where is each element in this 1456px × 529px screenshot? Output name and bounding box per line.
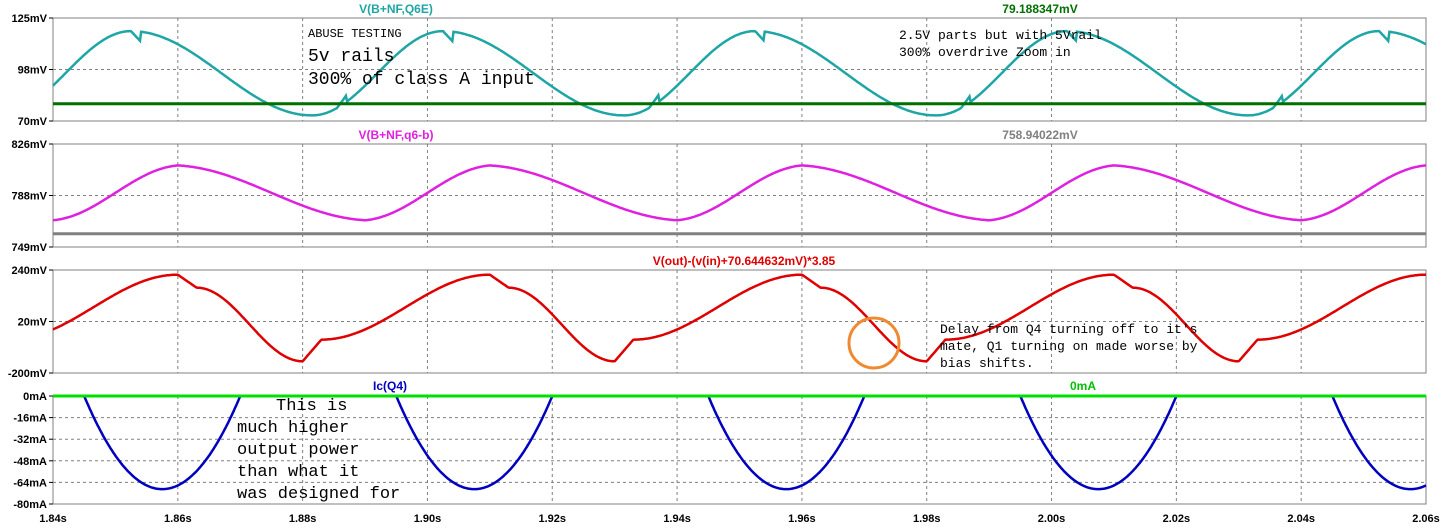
y-tick-label: -64mA [13,477,47,489]
annotation-delay-line1: Delay from Q4 turning off to it's [940,322,1197,337]
y-tick-label: 70mV [18,116,48,128]
trace-label-const-758mv[interactable]: 758.94022mV [1002,128,1077,142]
y-tick-label: 98mV [18,65,48,77]
trace-label-ic-q4[interactable]: Ic(Q4) [373,379,407,393]
y-tick-label: 749mV [12,242,48,254]
trace-label-vb-nf-q6e[interactable]: V(B+NF,Q6E) [359,2,433,16]
trace-1-0[interactable] [52,164,1427,222]
annotation-power-line5: was designed for [237,485,400,504]
x-tick-label: 1.84s [39,513,67,525]
x-tick-label: 2.00s [1038,513,1066,525]
trace-0-0[interactable] [52,29,1427,117]
x-tick-labels: 1.84s 1.86s 1.88s 1.90s 1.92s 1.94s 1.96s 1.98s… [39,513,1440,525]
x-tick-label: 1.92s [539,513,567,525]
annotation-delay-line3: bias shifts. [940,356,1034,371]
annotation-abuse-title: ABUSE TESTING [308,27,402,41]
annotation-power-line2: much higher [237,419,349,438]
y-tick-label: -200mV [8,368,48,380]
annotation-parts-line2: 300% overdrive Zoom in [899,45,1071,60]
y-tick-label: 826mV [12,139,48,151]
trace-label-vb-nf-q6b[interactable]: V(B+NF,q6-b) [359,128,434,142]
y-tick-label: 125mV [12,13,48,25]
x-tick-label: 1.86s [164,513,192,525]
trace-2-0[interactable] [52,273,1426,363]
x-tick-label: 1.96s [788,513,816,525]
trace-label-const-79mv[interactable]: 79.188347mV [1002,2,1077,16]
trace-layer [52,29,1427,491]
x-tick-label: 1.94s [663,513,691,525]
annotation-delay-line2: mate, Q1 turning on made worse by [940,339,1198,354]
x-tick-label: 2.04s [1287,513,1315,525]
x-tick-label: 1.90s [414,513,442,525]
trace-label-const-0ma[interactable]: 0mA [1070,379,1096,393]
y-tick-label: 20mV [18,317,48,329]
annotation-parts-line1: 2.5V parts but with 5Vrail [899,28,1102,43]
y-tick-labels: 125mV 98mV 70mV 826mV 788mV 749mV 240mV 20mV -20… [8,13,48,511]
y-tick-label: 788mV [12,191,48,203]
y-tick-label: -48mA [13,456,47,468]
annotation-abuse-line2: 300% of class A input [308,70,535,90]
y-tick-label: 240mV [12,265,48,277]
highlight-circle [847,316,901,370]
y-tick-label: -32mA [13,434,47,446]
annotation-abuse-line1: 5v rails [308,47,394,67]
x-tick-label: 2.06s [1412,513,1440,525]
x-tick-label: 1.88s [289,513,317,525]
x-tick-label: 1.98s [913,513,941,525]
annotation-power-line4: than what it [237,463,359,482]
trace-label-vout[interactable]: V(out)-(v(in)+70.644632mV)*3.85 [653,254,836,268]
y-tick-label: -16mA [13,413,47,425]
annotation-power-line1: This is [276,397,347,416]
annotation-power-line3: output power [237,441,359,460]
y-tick-label: -80mA [13,499,47,511]
y-tick-label: 0mA [23,391,47,403]
x-tick-label: 2.02s [1163,513,1191,525]
